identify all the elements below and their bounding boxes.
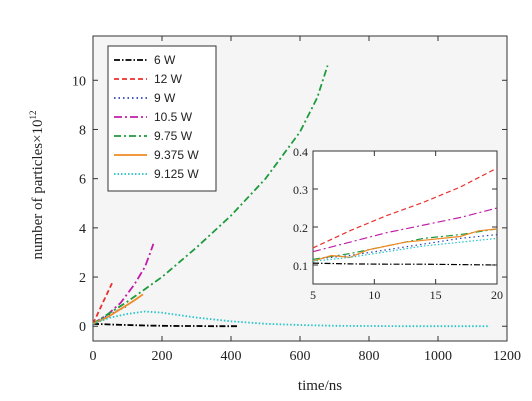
- legend-label: 9.375 W: [154, 148, 199, 162]
- inset-y-tick-label: 0.4: [293, 145, 308, 159]
- inset-series-12W: [312, 167, 498, 249]
- legend-label: 10.5 W: [154, 110, 193, 124]
- legend-box: [107, 45, 217, 192]
- legend-label: 9 W: [154, 91, 176, 105]
- y-axis-label-exponent: 12: [28, 110, 38, 119]
- inset-series-9_125W: [312, 237, 498, 262]
- inset-y-tick-label: 0.2: [293, 221, 308, 235]
- main-x-tick-label: 600: [290, 349, 311, 364]
- inset-y-tick-label: 0.3: [293, 183, 308, 197]
- main-y-tick-label: 2: [79, 271, 86, 286]
- main-y-tick-label: 8: [79, 123, 86, 138]
- y-axis-label: number of particles×1012: [28, 110, 46, 259]
- legend-label: 9.125 W: [154, 167, 199, 181]
- legend-label: 12 W: [154, 72, 183, 86]
- inset-x-tick-label: 10: [368, 288, 380, 302]
- main-y-tick-label: 10: [72, 74, 86, 89]
- inset-x-tick-label: 20: [491, 288, 503, 302]
- inset-chart: 5 10 15 20 0.1 0.2 0.3 0.4: [293, 145, 503, 302]
- legend-label: 6 W: [154, 53, 176, 67]
- inset-series-6W: [312, 262, 498, 266]
- inset-series-group: [312, 167, 498, 266]
- main-x-tick-label: 800: [359, 349, 380, 364]
- inset-axis-ticks: 5 10 15 20 0.1 0.2 0.3 0.4: [293, 145, 503, 302]
- y-axis-label-main: number of particles×10: [30, 119, 46, 259]
- legend: 6 W 12 W 9 W 10.5 W 9.75 W 9.375 W 9.125 W: [107, 45, 217, 192]
- main-series-9_75W: [92, 65, 329, 325]
- main-x-tick-label: 0: [90, 349, 97, 364]
- x-axis-label: time/ns: [298, 378, 342, 394]
- main-x-tick-label: 1000: [424, 349, 452, 364]
- inset-y-tick-label: 0.1: [293, 259, 308, 273]
- main-x-tick-label: 200: [152, 349, 173, 364]
- main-axis-ticks: 0 200 400 600 800 1000 1200 0 2 4 6 8 10: [72, 36, 521, 364]
- main-y-tick-label: 4: [79, 222, 86, 237]
- inset-x-tick-label: 5: [310, 288, 316, 302]
- inset-plot-area: [312, 150, 498, 285]
- main-series-group: [92, 65, 490, 328]
- main-y-tick-label: 6: [79, 173, 86, 188]
- main-x-tick-label: 1200: [493, 349, 521, 364]
- inset-series-9_375W: [312, 228, 498, 262]
- main-series-6W: [92, 322, 238, 328]
- legend-label: 9.75 W: [154, 129, 193, 143]
- main-x-tick-label: 400: [221, 349, 242, 364]
- inset-x-tick-label: 15: [430, 288, 442, 302]
- main-series-12W: [92, 282, 113, 325]
- main-series-9_375W: [92, 293, 144, 325]
- main-y-tick-label: 0: [79, 320, 86, 335]
